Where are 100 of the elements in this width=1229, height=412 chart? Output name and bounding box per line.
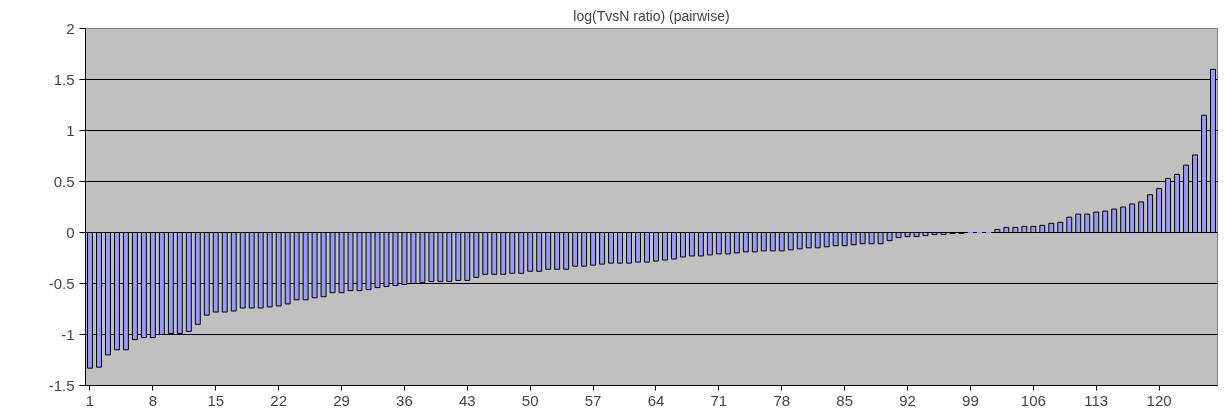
- bar: [706, 232, 713, 256]
- bar: [617, 232, 624, 264]
- bar: [1021, 225, 1028, 233]
- bar: [599, 232, 606, 265]
- bar: [608, 232, 615, 264]
- x-tick-label: 29: [333, 391, 350, 409]
- bar: [1174, 173, 1181, 233]
- x-tick-label: 43: [458, 391, 476, 409]
- bar: [293, 232, 300, 301]
- bar: [536, 232, 543, 272]
- x-tick-label: 57: [584, 391, 602, 409]
- bar: [769, 232, 776, 252]
- bar: [1012, 226, 1019, 233]
- bar: [428, 232, 435, 282]
- bar: [778, 232, 785, 252]
- x-tick-label: 92: [899, 391, 916, 409]
- x-tick-label: 120: [1146, 391, 1172, 409]
- bar: [446, 232, 453, 282]
- bar: [1075, 213, 1082, 233]
- bar: [1138, 201, 1145, 233]
- bar: [410, 232, 417, 284]
- bar: [760, 232, 767, 252]
- bar: [1066, 216, 1073, 233]
- bar: [895, 232, 902, 239]
- bar: [1030, 225, 1037, 233]
- bar: [518, 232, 525, 274]
- bar: [464, 232, 471, 281]
- x-tick-label: 78: [773, 391, 791, 409]
- bar: [850, 232, 857, 246]
- bar: [904, 232, 911, 238]
- bar: [239, 232, 246, 309]
- bar: [329, 232, 336, 294]
- bar: [994, 228, 1001, 233]
- bar: [1201, 114, 1207, 233]
- bar: [823, 232, 830, 248]
- bar: [221, 232, 228, 313]
- bar: [931, 232, 938, 236]
- bar: [886, 232, 893, 242]
- bar: [473, 232, 480, 278]
- bar: [796, 232, 803, 250]
- bar: [500, 232, 507, 275]
- bar: [284, 232, 291, 305]
- bar: [688, 232, 695, 257]
- x-tick-label: 99: [962, 391, 979, 409]
- bar: [1093, 211, 1100, 233]
- bar: [787, 232, 794, 251]
- bar: [724, 232, 731, 255]
- y-tick-label: 0: [66, 223, 75, 241]
- bar: [644, 232, 650, 263]
- chart-title: log(TvsN ratio) (pairwise): [573, 7, 730, 24]
- bar: [590, 232, 597, 266]
- bar: [185, 232, 192, 332]
- y-tick-label: -1: [61, 325, 75, 343]
- bar: [1111, 208, 1118, 233]
- bar: [311, 232, 318, 299]
- x-tick-label: 64: [647, 391, 665, 409]
- bar: [338, 232, 345, 294]
- bar: [392, 232, 399, 287]
- bar: [841, 232, 848, 247]
- bar: [572, 232, 579, 267]
- bar: [419, 232, 426, 283]
- x-tick-label: 113: [1084, 391, 1109, 409]
- bar: [1102, 210, 1109, 233]
- y-tick-label: -0.5: [48, 274, 75, 292]
- bar: [1183, 164, 1190, 233]
- bar: [1048, 222, 1055, 233]
- bar: [383, 232, 390, 288]
- bar: [1084, 213, 1091, 233]
- bar: [401, 232, 408, 286]
- bar: [491, 232, 498, 275]
- bar: [635, 232, 641, 263]
- x-tick-label: 22: [270, 391, 287, 409]
- bar: [347, 232, 354, 292]
- x-tick-label: 36: [396, 391, 413, 409]
- bar: [554, 232, 561, 270]
- x-tick-label: 15: [207, 391, 225, 409]
- bar: [365, 232, 372, 291]
- bar: [266, 232, 273, 308]
- bar: [922, 232, 929, 237]
- bar: [563, 232, 570, 270]
- bar: [679, 232, 686, 258]
- bar: [868, 232, 875, 245]
- bar: [814, 232, 821, 249]
- bar: [257, 232, 264, 309]
- y-tick-label: 1.5: [53, 70, 75, 88]
- bar: [509, 232, 516, 274]
- bar: [715, 232, 722, 255]
- bar: [662, 232, 668, 261]
- bar: [1129, 203, 1136, 233]
- bar: [545, 232, 552, 270]
- bar: [653, 232, 659, 262]
- bar: [1057, 221, 1064, 233]
- bar: [455, 232, 462, 281]
- bar: [302, 232, 309, 301]
- bar: [1003, 226, 1010, 233]
- bar: [230, 232, 237, 312]
- bar: [356, 232, 363, 292]
- bar: [194, 232, 201, 325]
- bar: [1192, 154, 1199, 233]
- bar: [742, 232, 749, 253]
